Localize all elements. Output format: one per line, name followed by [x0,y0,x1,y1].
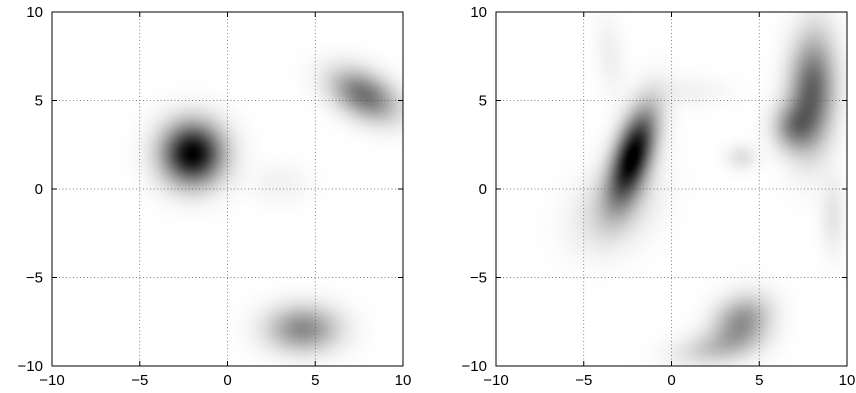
y-tick-label: 5 [35,93,43,110]
y-tick-label: 0 [479,181,487,198]
left-heatmap-panel: −10 −5 0 5 10 −10 −5 0 5 10 [18,4,412,389]
x-tick-label: −10 [39,372,64,389]
y-tick-label: −10 [18,358,43,375]
x-tick-label: 0 [667,372,675,389]
x-tick-label: 10 [395,372,412,389]
x-tick-label: −5 [575,372,592,389]
y-tick-label: −5 [470,270,487,287]
right-heatmap-panel: −10 −5 0 5 10 −10 −5 0 5 10 [462,4,856,389]
x-tick-label: 10 [839,372,856,389]
y-tick-label: 10 [26,4,43,21]
x-tick-label: 0 [223,372,231,389]
x-tick-label: −5 [131,372,148,389]
x-tick-label: 5 [755,372,763,389]
y-tick-label: 0 [35,181,43,198]
y-tick-label: 5 [479,93,487,110]
y-tick-label: −10 [462,358,487,375]
y-tick-label: −5 [26,270,43,287]
y-tick-label: 10 [470,4,487,21]
x-tick-label: 5 [311,372,319,389]
x-tick-label: −10 [483,372,508,389]
